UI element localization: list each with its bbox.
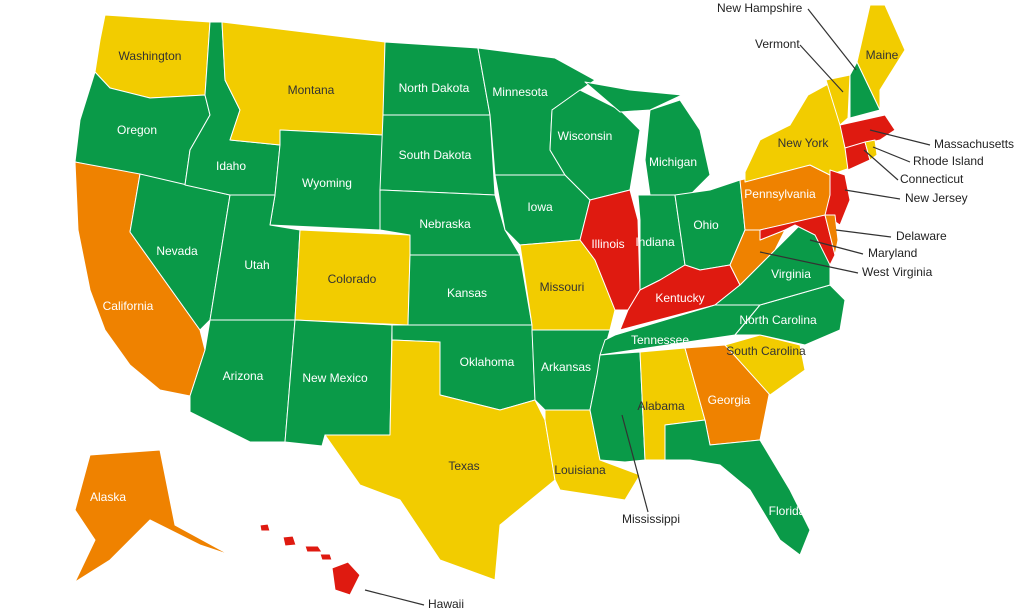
label-california: California — [103, 299, 154, 313]
label-maryland: Maryland — [868, 246, 917, 260]
label-arizona: Arizona — [223, 369, 264, 383]
label-idaho: Idaho — [216, 159, 246, 173]
state-michigan[interactable] — [584, 81, 683, 113]
label-montana: Montana — [288, 83, 335, 97]
label-delaware: Delaware — [896, 229, 947, 243]
label-vermont: Vermont — [755, 37, 800, 51]
label-minnesota: Minnesota — [492, 85, 548, 99]
label-alabama: Alabama — [637, 399, 685, 413]
state-north-dakota[interactable] — [382, 41, 491, 116]
label-new-hampshire: New Hampshire — [717, 1, 803, 15]
label-iowa: Iowa — [527, 200, 553, 214]
label-south-dakota: South Dakota — [399, 148, 472, 162]
state-hawaii[interactable] — [319, 553, 333, 561]
state-alaska[interactable] — [74, 449, 231, 583]
label-alaska: Alaska — [90, 490, 126, 504]
label-rhode-island: Rhode Island — [913, 154, 984, 168]
label-oklahoma: Oklahoma — [460, 355, 515, 369]
label-georgia: Georgia — [708, 393, 751, 407]
label-wisconsin: Wisconsin — [558, 129, 613, 143]
label-louisiana: Louisiana — [554, 463, 606, 477]
label-ohio: Ohio — [693, 218, 719, 232]
label-virginia: Virginia — [771, 267, 811, 281]
label-arkansas: Arkansas — [541, 360, 591, 374]
label-mississippi: Mississippi — [622, 512, 680, 526]
label-colorado: Colorado — [328, 272, 377, 286]
state-vermont[interactable] — [825, 74, 851, 126]
label-south-carolina: South Carolina — [726, 344, 806, 358]
label-pennsylvania: Pennsylvania — [744, 187, 816, 201]
state-maine[interactable] — [856, 4, 906, 111]
leader-line-west-virginia — [759, 251, 859, 274]
leader-line-maryland — [809, 239, 864, 255]
state-massachusetts[interactable] — [839, 114, 896, 149]
state-hawaii[interactable] — [259, 523, 271, 532]
label-north-dakota: North Dakota — [399, 81, 470, 95]
state-hawaii[interactable] — [331, 561, 361, 596]
label-tennessee: Tennessee — [631, 333, 689, 347]
leader-line-hawaii — [364, 589, 425, 606]
state-hawaii[interactable] — [304, 545, 323, 553]
leader-line-new-hampshire — [807, 8, 857, 71]
leader-line-vermont — [799, 44, 844, 93]
label-massachusetts: Massachusetts — [934, 137, 1014, 151]
state-hawaii[interactable] — [282, 535, 297, 547]
label-missouri: Missouri — [540, 280, 585, 294]
label-west-virginia: West Virginia — [862, 265, 933, 279]
label-kentucky: Kentucky — [655, 291, 704, 305]
label-new-mexico: New Mexico — [302, 371, 368, 385]
leader-line-connecticut — [863, 149, 899, 181]
label-oregon: Oregon — [117, 123, 157, 137]
leader-line-massachusetts — [869, 129, 931, 146]
label-illinois: Illinois — [591, 237, 624, 251]
label-connecticut: Connecticut — [900, 172, 964, 186]
leader-line-delaware — [835, 229, 892, 238]
state-new-jersey[interactable] — [824, 169, 851, 226]
label-texas: Texas — [448, 459, 479, 473]
label-nebraska: Nebraska — [419, 217, 471, 231]
label-indiana: Indiana — [635, 235, 675, 249]
state-labels: Washington Oregon California Nevada Idaho Mon… — [90, 1, 1014, 611]
label-washington: Washington — [119, 49, 182, 63]
leader-line-rhode-island — [872, 146, 911, 163]
label-new-york: New York — [778, 136, 830, 150]
label-kansas: Kansas — [447, 286, 487, 300]
label-wyoming: Wyoming — [302, 176, 352, 190]
state-michigan[interactable] — [644, 99, 711, 196]
state-south-carolina[interactable] — [724, 334, 806, 396]
label-utah: Utah — [244, 258, 269, 272]
label-florida: Florida — [769, 504, 806, 518]
state-texas[interactable] — [324, 339, 556, 581]
label-maine: Maine — [866, 48, 899, 62]
label-north-carolina: North Carolina — [739, 313, 817, 327]
label-michigan: Michigan — [649, 155, 697, 169]
leader-line-new-jersey — [844, 189, 901, 200]
state-shapes — [74, 4, 906, 596]
leader-lines — [364, 8, 931, 606]
leader-line-mississippi — [621, 414, 649, 513]
label-new-jersey: New Jersey — [905, 191, 968, 205]
label-nevada: Nevada — [156, 244, 198, 258]
state-delaware[interactable] — [824, 214, 839, 256]
state-florida[interactable] — [664, 419, 811, 556]
label-hawaii: Hawaii — [428, 597, 464, 611]
